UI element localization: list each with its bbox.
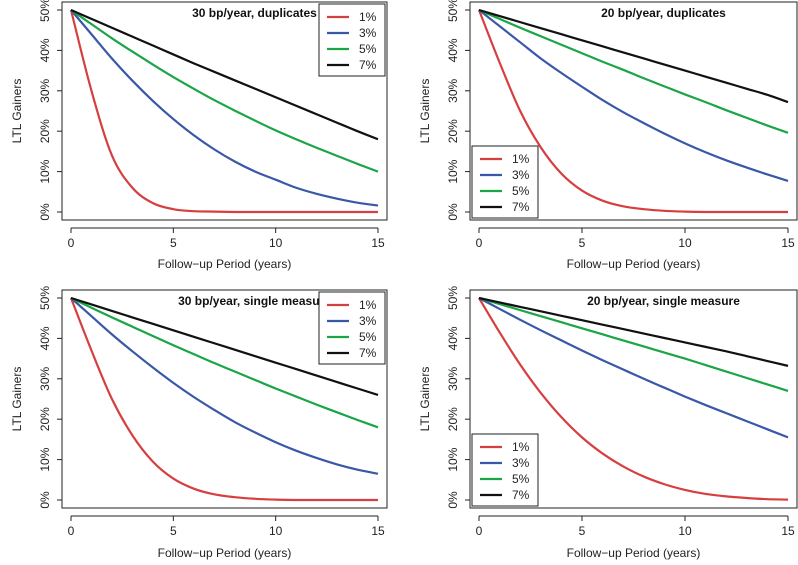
chart-panel-3: 0% 10% 20% 30% 40% 50% 0 5 10 15 Follow−up Period … [10,286,388,560]
legend-label: 3% [512,456,530,470]
series-line-7pct [70,8,379,141]
legend-label: 3% [359,26,377,40]
legend-label: 5% [512,184,530,198]
series-line-3pct [70,9,379,207]
legend-label: 1% [512,152,530,166]
y-tick-label: 10% [38,159,52,183]
x-tick-label: 0 [476,236,483,250]
x-axis-label: Follow−up Period (years) [567,257,701,271]
legend: 1% 3% 5% 7% [318,3,386,77]
chart-panel-1: 0% 10% 20% 30% 40% 50% 0 5 10 15 Follow−up Period … [10,0,388,271]
y-tick-label: 20% [38,407,52,431]
series-line-7pct [478,8,789,104]
panel-title: 30 bp/year, single measure [178,294,331,308]
panel-title: 20 bp/year, duplicates [601,6,726,20]
legend-label: 7% [359,346,377,360]
x-tick-label: 10 [269,236,283,250]
y-tick-label: 0% [38,491,52,509]
y-tick-label: 10% [38,447,52,471]
y-tick-label: 0% [446,203,460,221]
y-tick-label: 20% [446,407,460,431]
chart-panel-2: 0% 10% 20% 30% 40% 50% 0 5 10 15 Follow−up Period … [418,0,798,271]
x-tick-label: 15 [781,236,795,250]
series-line-5pct [70,9,379,173]
series-line-3pct [478,297,789,439]
y-tick-label: 30% [38,78,52,102]
x-tick-label: 5 [579,524,586,538]
y-tick-label: 50% [446,286,460,310]
series-line-1pct [477,9,788,214]
y-tick-label: 20% [38,119,52,143]
x-tick-label: 5 [170,524,177,538]
y-axis-label: LTL Gainers [10,367,24,432]
x-tick-label: 15 [371,236,385,250]
panel-title: 30 bp/year, duplicates [192,6,317,20]
x-tick-label: 15 [371,524,385,538]
x-tick-label: 5 [170,236,177,250]
chart-panel-4: 0% 10% 20% 30% 40% 50% 0 5 10 15 Follow−up Period … [418,286,798,560]
series-line-3pct [70,297,379,475]
legend-label: 7% [512,488,530,502]
legend-label: 1% [359,10,377,24]
series-line-5pct [478,296,789,392]
x-tick-label: 10 [269,524,283,538]
legend-label: 5% [512,472,530,486]
x-tick-label: 0 [68,236,75,250]
y-tick-label: 50% [38,286,52,310]
y-tick-label: 0% [38,203,52,221]
y-tick-label: 20% [446,119,460,143]
series-line-1pct [69,9,378,214]
legend: 1% 3% 5% 7% [471,433,539,507]
y-tick-label: 50% [446,0,460,22]
series-line-7pct [70,296,379,397]
y-axis-label: LTL Gainers [418,79,432,144]
y-tick-label: 40% [446,38,460,62]
series-line-5pct [478,8,789,134]
y-tick-label: 30% [446,78,460,102]
y-tick-label: 30% [38,366,52,390]
y-tick-label: 0% [446,491,460,509]
legend-label: 1% [359,298,377,312]
x-tick-label: 0 [476,524,483,538]
series-line-1pct [478,297,789,501]
x-axis-label: Follow−up Period (years) [158,257,292,271]
legend-label: 7% [512,200,530,214]
x-tick-label: 0 [68,524,75,538]
series-line-7pct [478,296,789,367]
series-line-1pct [69,297,378,502]
x-axis-label: Follow−up Period (years) [567,546,701,560]
legend: 1% 3% 5% 7% [318,291,386,365]
legend-label: 1% [512,440,530,454]
legend-label: 5% [359,330,377,344]
series-line-3pct [478,9,789,182]
x-tick-label: 10 [678,236,692,250]
y-tick-label: 50% [38,0,52,22]
y-axis-label: LTL Gainers [10,79,24,144]
x-tick-label: 10 [678,524,692,538]
y-tick-label: 40% [446,326,460,350]
y-tick-label: 40% [38,326,52,350]
legend: 1% 3% 5% 7% [471,145,539,219]
y-tick-label: 10% [446,447,460,471]
legend-label: 7% [359,58,377,72]
x-tick-label: 15 [781,524,795,538]
y-axis-label: LTL Gainers [418,367,432,432]
legend-label: 5% [359,42,377,56]
x-axis-label: Follow−up Period (years) [158,546,292,560]
series-line-5pct [70,297,379,429]
y-tick-label: 40% [38,38,52,62]
y-tick-label: 10% [446,159,460,183]
legend-label: 3% [359,314,377,328]
legend-label: 3% [512,168,530,182]
panel-title: 20 bp/year, single measure [587,294,740,308]
y-tick-label: 30% [446,366,460,390]
x-tick-label: 5 [579,236,586,250]
